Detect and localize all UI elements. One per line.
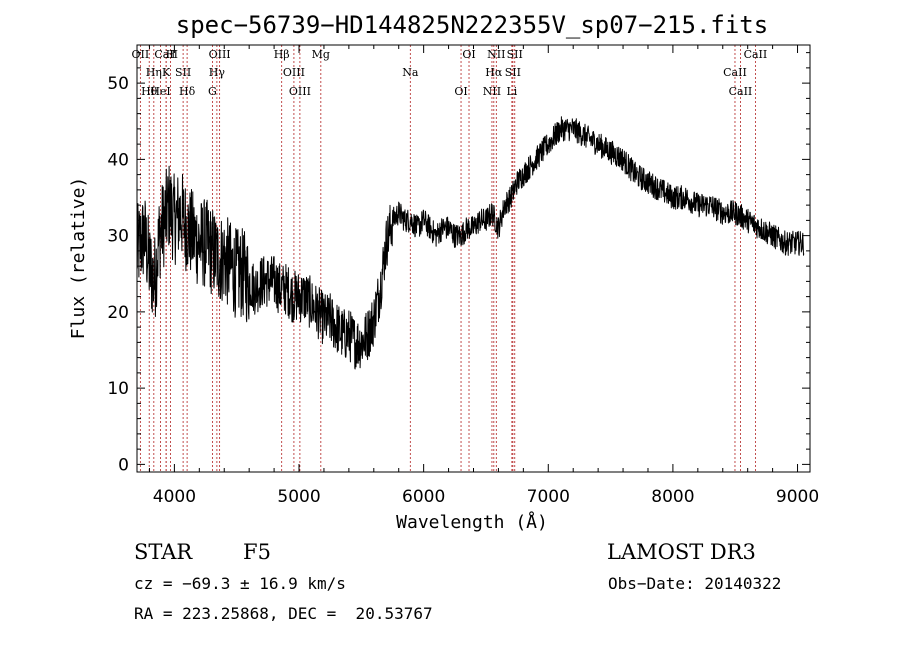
line-label: HeI (150, 85, 170, 98)
line-label: K (162, 66, 171, 79)
line-label: SII (175, 66, 191, 79)
x-axis-label: Wavelength (Å) (396, 511, 548, 533)
line-label: SII (505, 66, 521, 79)
line-label: CaII (729, 85, 753, 98)
chart-title: spec−56739−HD144825N222355V_sp07−215.fit… (176, 11, 768, 39)
y-axis-ticks: 0 10 20 30 40 50 (107, 52, 810, 475)
x-tick-label: 4000 (153, 487, 196, 507)
x-tick-label: 8000 (651, 487, 694, 507)
object-subclass: F5 (243, 540, 271, 564)
y-tick-label: 50 (107, 74, 129, 94)
line-label: Hα (485, 66, 503, 79)
line-label: OIII (283, 66, 305, 79)
line-label: Hη (146, 66, 162, 79)
x-tick-label: 7000 (527, 487, 570, 507)
object-type: STAR (134, 540, 193, 564)
line-label: SII (507, 48, 523, 61)
line-label: OI (454, 85, 467, 98)
line-label: Li (506, 85, 517, 98)
line-label: H (166, 48, 176, 61)
line-label: CaII (154, 48, 178, 61)
y-tick-label: 10 (107, 379, 129, 399)
line-label: CaII (744, 48, 768, 61)
coordinates: RA = 223.25868, DEC = 20.53767 (134, 604, 433, 623)
line-label: OI (462, 48, 475, 61)
line-label: NII (487, 48, 505, 61)
line-label: Mg (312, 48, 330, 61)
line-label: OII (132, 48, 150, 61)
spectrum-series-line (136, 116, 805, 370)
line-label: Hβ (274, 48, 290, 61)
y-tick-label: 40 (107, 150, 129, 170)
x-tick-label: 5000 (277, 487, 320, 507)
redshift-velocity: cz = −69.3 ± 16.9 km/s (134, 574, 346, 593)
line-label: Hγ (209, 66, 226, 79)
line-label: NII (483, 85, 501, 98)
line-label: Na (402, 66, 419, 79)
x-axis-ticks: 4000 5000 6000 7000 8000 9000 (148, 45, 819, 507)
line-label: OIII (209, 48, 231, 61)
y-axis-label: Flux (relative) (68, 177, 89, 340)
observation-date: Obs−Date: 20140322 (608, 574, 782, 593)
emission-line-markers (139, 45, 756, 472)
line-label: OIII (289, 85, 311, 98)
y-tick-label: 20 (107, 303, 129, 323)
y-tick-label: 0 (118, 455, 129, 475)
line-label: G (208, 85, 217, 98)
x-tick-label: 6000 (402, 487, 445, 507)
y-tick-label: 30 (107, 227, 129, 247)
x-tick-label: 9000 (776, 487, 819, 507)
line-label: Hθ (141, 85, 158, 98)
line-label: CaII (723, 66, 747, 79)
emission-line-labels: CaII K Hθ OII Hη HeI H SII Hδ OIII Hγ G Hβ OIII OIII Mg… (132, 48, 768, 98)
survey-name: LAMOST DR3 (607, 540, 756, 564)
line-label: Hδ (179, 85, 196, 98)
